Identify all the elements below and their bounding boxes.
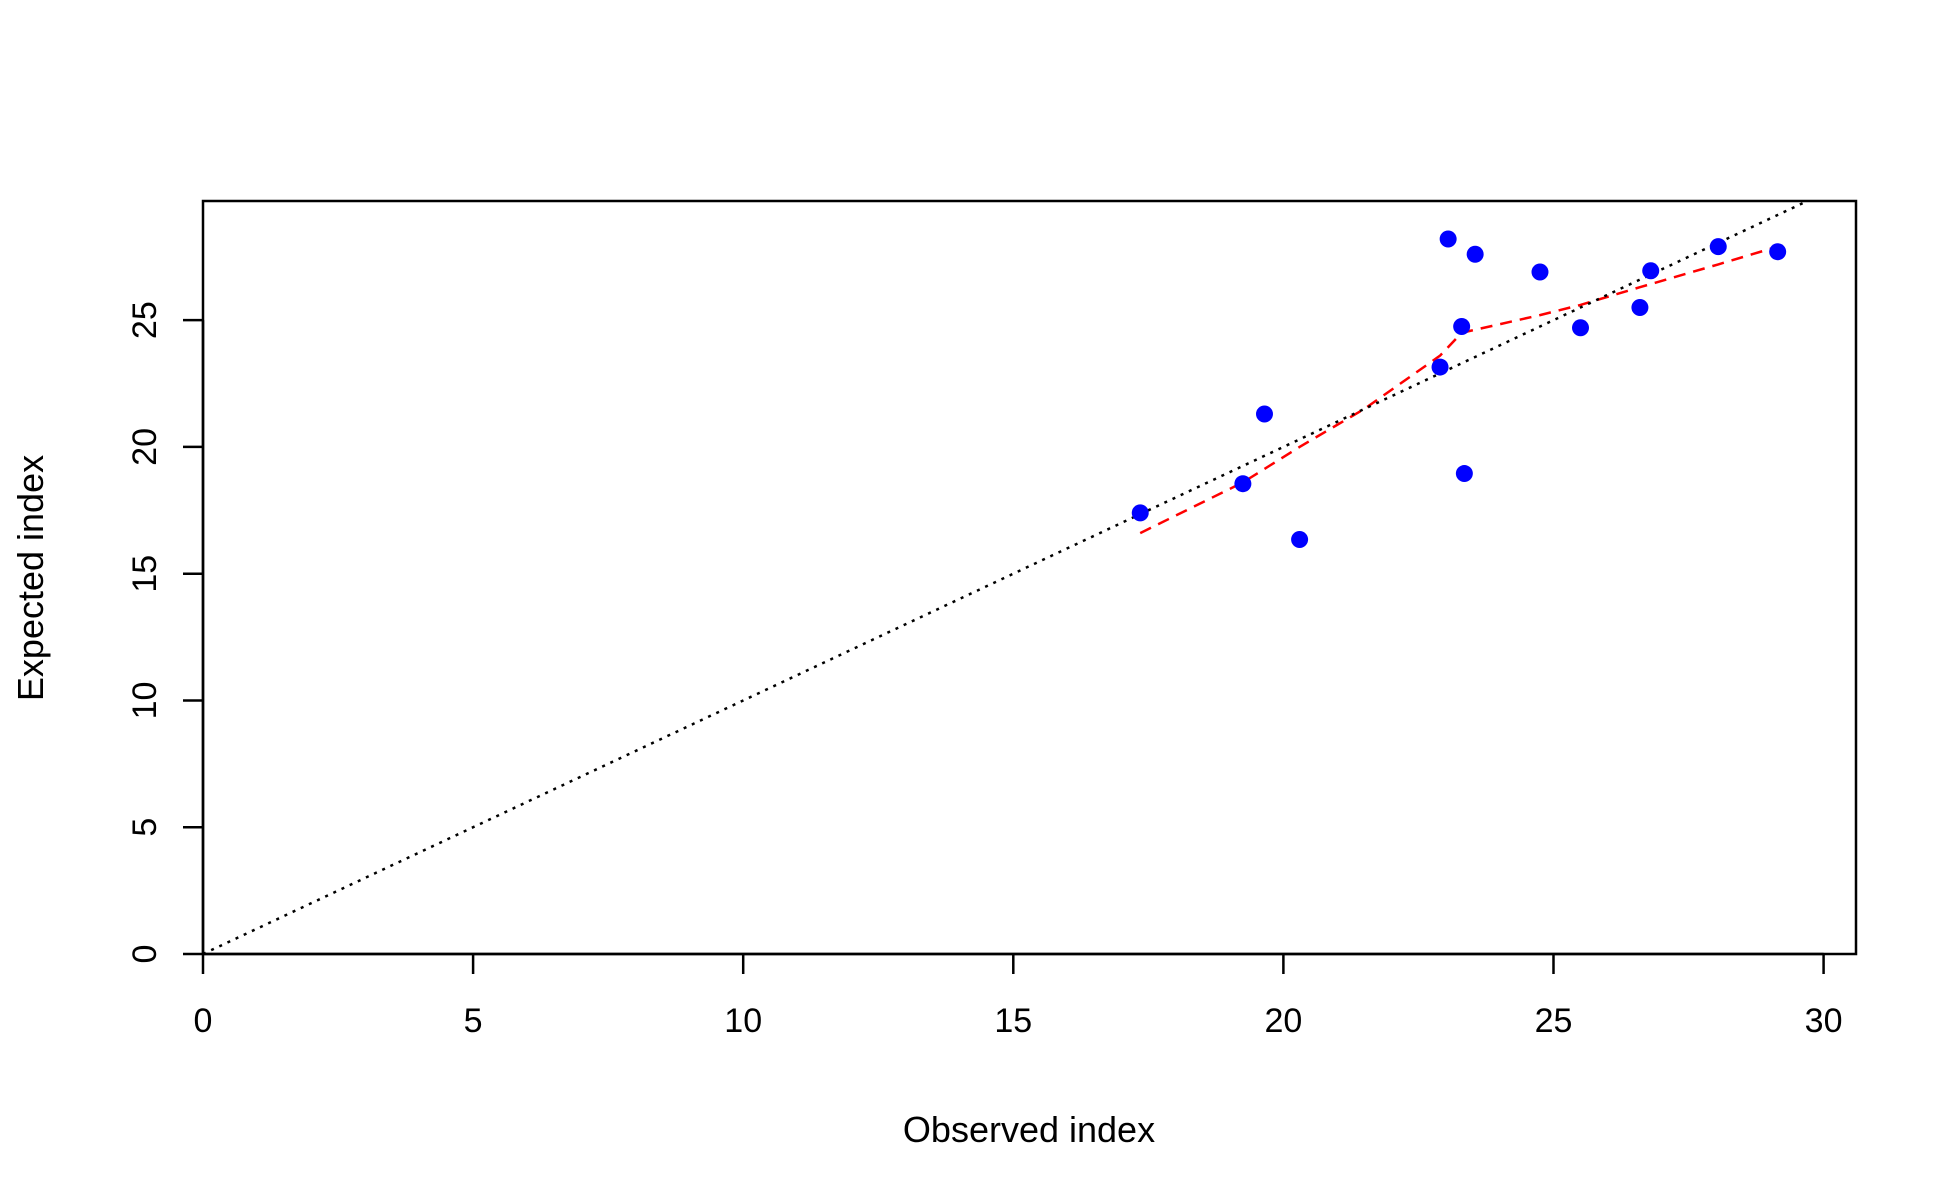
- data-point: [1431, 358, 1449, 376]
- y-tick-label: 20: [126, 428, 164, 466]
- x-tick-label: 25: [1535, 1002, 1573, 1040]
- data-point: [1255, 405, 1273, 423]
- y-axis-title: Expected index: [10, 455, 51, 701]
- x-axis-title: Observed index: [903, 1109, 1155, 1150]
- x-axis: 0 5 10 15 20 25 30: [194, 952, 1843, 1040]
- x-tick-label: 0: [194, 1002, 213, 1040]
- x-tick-label: 10: [724, 1002, 762, 1040]
- data-point: [1453, 318, 1471, 335]
- data-point: [1131, 504, 1149, 522]
- data-point: [1709, 238, 1727, 256]
- y-tick-label: 15: [126, 555, 164, 593]
- data-point: [1769, 243, 1787, 261]
- data-point: [1642, 262, 1660, 280]
- y-tick-label: 10: [126, 682, 164, 720]
- y-tick-label: 5: [126, 818, 164, 837]
- x-tick-label: 30: [1805, 1002, 1843, 1040]
- data-point: [1291, 530, 1309, 548]
- points-layer: [1131, 230, 1787, 548]
- data-point: [1466, 245, 1484, 263]
- data-point: [1234, 475, 1252, 493]
- x-tick-label: 15: [994, 1002, 1032, 1040]
- y-axis: 0 5 10 15 20 25: [126, 301, 205, 964]
- y-tick-label: 25: [126, 301, 164, 339]
- x-tick-label: 20: [1264, 1002, 1302, 1040]
- data-point: [1572, 319, 1589, 337]
- x-tick-label: 5: [464, 1002, 483, 1040]
- data-point: [1631, 298, 1649, 316]
- data-point: [1455, 465, 1473, 483]
- y-tick-label: 0: [126, 945, 164, 964]
- data-point: [1439, 230, 1457, 248]
- identity-reference-line: [203, 201, 1811, 954]
- data-point: [1531, 263, 1549, 281]
